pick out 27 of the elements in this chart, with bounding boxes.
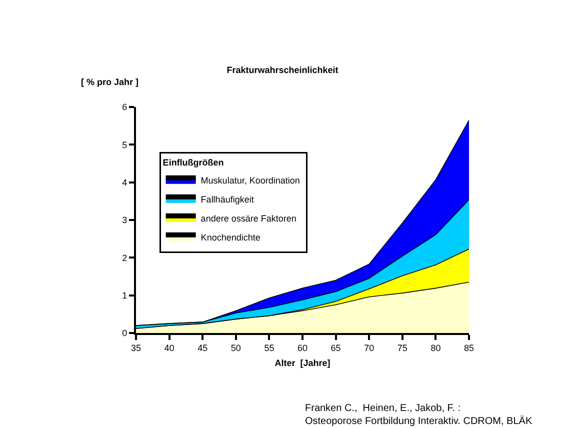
- y-tick-label: 2: [122, 252, 128, 263]
- x-tick-label: 80: [430, 342, 441, 353]
- x-tick-label: 60: [297, 342, 308, 353]
- text: Franken C., Heinen, E., Jakob, F. : Osteoporose Fortbildung Interaktiv. CDROM, BLÄK: [305, 403, 532, 427]
- x-axis-title: Alter [Jahre]: [274, 358, 330, 368]
- y-tick-label: 6: [122, 102, 128, 112]
- legend-label: Fallhäufigkeit: [200, 194, 254, 204]
- y-tick-label: 4: [122, 177, 128, 188]
- x-tick-label: 40: [164, 342, 174, 353]
- y-tick-label: 5: [122, 140, 128, 150]
- legend-label: Knochendichte: [200, 232, 260, 242]
- legend-label: Muskulatur, Koordination: [200, 175, 300, 186]
- x-tick-label: 65: [330, 342, 341, 353]
- y-tick-label: 0: [122, 328, 128, 338]
- y-axis-title: [ % pro Jahr ]: [81, 77, 139, 87]
- legend-title: Einflußgrößen: [162, 157, 224, 168]
- chart-title: Frakturwahrscheinlichkeit: [226, 64, 338, 75]
- legend-label: andere ossäre Faktoren: [200, 213, 296, 224]
- x-tick-label: 55: [264, 342, 274, 353]
- x-tick-label: 75: [397, 342, 408, 353]
- y-tick-label: 3: [122, 215, 128, 226]
- x-tick-label: 50: [230, 342, 241, 353]
- x-tick-label: 70: [364, 342, 374, 353]
- x-tick-label: 85: [464, 342, 474, 353]
- x-tick-label: 35: [130, 342, 142, 353]
- y-tick-label: 1: [122, 290, 128, 300]
- x-tick-label: 45: [198, 342, 208, 353]
